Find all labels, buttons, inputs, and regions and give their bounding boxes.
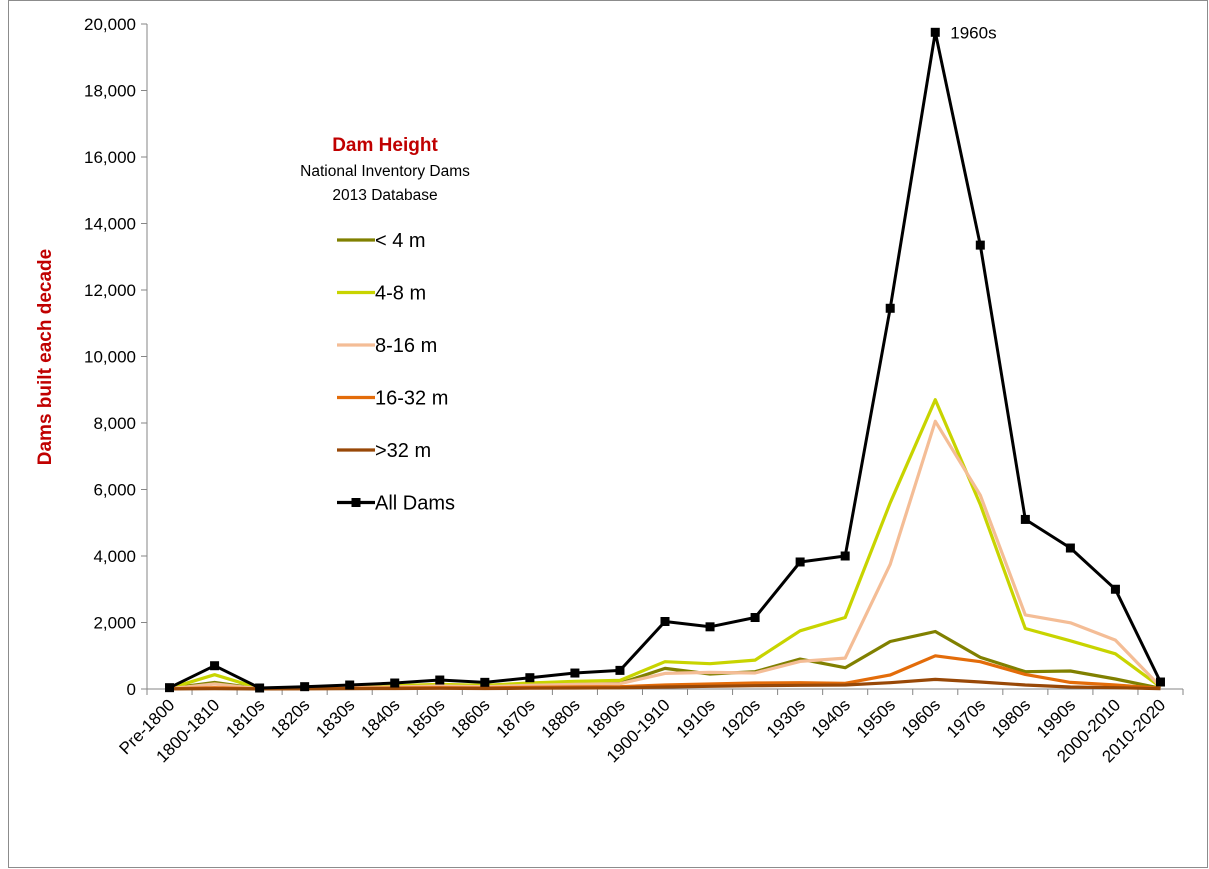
data-point	[1020, 514, 1030, 524]
data-point	[345, 680, 355, 690]
data-point	[795, 557, 805, 567]
x-tick-label: 1830s	[312, 695, 358, 741]
y-tick-label: 12,000	[84, 281, 136, 300]
x-tick-label: 1810s	[222, 695, 268, 741]
series-line	[169, 629, 1161, 691]
y-tick-label: 6,000	[93, 481, 136, 500]
series-0	[169, 629, 1161, 691]
legend-item: 8-16 m	[337, 335, 437, 357]
legend-subtitle-line-1: National Inventory Dams	[300, 163, 470, 180]
data-point	[210, 661, 220, 671]
data-annotation: 1960s	[950, 23, 996, 42]
x-tick-label: 1850s	[402, 695, 448, 741]
series-line	[169, 677, 1161, 691]
legend-item: 4-8 m	[337, 283, 426, 305]
data-point	[300, 682, 310, 692]
legend-label: 4-8 m	[375, 283, 426, 305]
y-tick-label: 4,000	[93, 547, 136, 566]
x-tick-label: 1820s	[267, 695, 313, 741]
series-4	[169, 677, 1161, 691]
legend-subtitle-line-2: 2013 Database	[332, 187, 437, 204]
y-tick-label: 2,000	[93, 614, 136, 633]
legend-label: >32 m	[375, 440, 431, 462]
x-tick-label: 1870s	[493, 695, 539, 741]
data-point	[930, 27, 940, 37]
legend-item: < 4 m	[337, 230, 426, 252]
series-5	[165, 27, 1165, 693]
legend-marker	[351, 498, 361, 507]
x-tick-label: 1840s	[357, 695, 403, 741]
y-tick-label: 18,000	[84, 82, 136, 101]
data-point	[840, 551, 850, 561]
data-point	[255, 683, 265, 693]
chart-frame	[8, 0, 1208, 868]
x-tick-label: 1940s	[808, 695, 854, 741]
x-tick-label: 1910s	[673, 695, 719, 741]
y-tick-label: 16,000	[84, 148, 136, 167]
data-point	[1110, 584, 1120, 594]
data-point	[750, 613, 760, 623]
series-layer	[165, 27, 1165, 693]
data-point	[615, 665, 625, 675]
data-point	[435, 675, 445, 685]
x-tick-label: 1960s	[898, 695, 944, 741]
legend-title: Dam Height	[332, 135, 438, 156]
legend-item: 16-32 m	[337, 388, 448, 410]
legend-label: 8-16 m	[375, 335, 437, 357]
data-point	[570, 668, 580, 678]
legend-label: All Dams	[375, 493, 455, 515]
y-tick-label: 14,000	[84, 215, 136, 234]
y-tick-label: 10,000	[84, 348, 136, 367]
data-point	[885, 303, 895, 313]
data-point	[975, 240, 985, 250]
legend-label: < 4 m	[375, 230, 426, 252]
axes-layer	[141, 23, 1184, 695]
x-tick-label: 1930s	[763, 695, 809, 741]
data-point	[1065, 543, 1075, 553]
x-tick-label: 1920s	[718, 695, 764, 741]
y-tick-label: 8,000	[93, 414, 136, 433]
data-point	[165, 683, 175, 693]
label-layer: 0 2,000 4,000 6,000 8,000 10,000 12,000 14,000 1…	[84, 15, 1169, 766]
x-tick-label: 1880s	[538, 695, 584, 741]
y-axis-label: Dams built each decade	[35, 249, 56, 465]
y-tick-label: 20,000	[84, 15, 136, 34]
legend-item: All Dams	[337, 493, 455, 515]
data-point	[390, 678, 400, 688]
x-tick-label: 1980s	[988, 695, 1034, 741]
legend: Dam Height National Inventory Dams 2013 …	[300, 135, 470, 515]
series-2	[169, 419, 1162, 691]
data-point	[525, 673, 535, 683]
data-point	[705, 622, 715, 632]
legend-label: 16-32 m	[375, 388, 448, 410]
x-tick-label: 1950s	[853, 695, 899, 741]
data-point	[660, 617, 670, 627]
series-line	[169, 419, 1162, 691]
x-tick-label: 1860s	[447, 695, 493, 741]
data-point	[1155, 677, 1165, 687]
x-tick-label: 1970s	[943, 695, 989, 741]
data-point	[480, 677, 490, 687]
y-tick-label: 0	[127, 680, 136, 699]
legend-item: >32 m	[337, 440, 431, 462]
